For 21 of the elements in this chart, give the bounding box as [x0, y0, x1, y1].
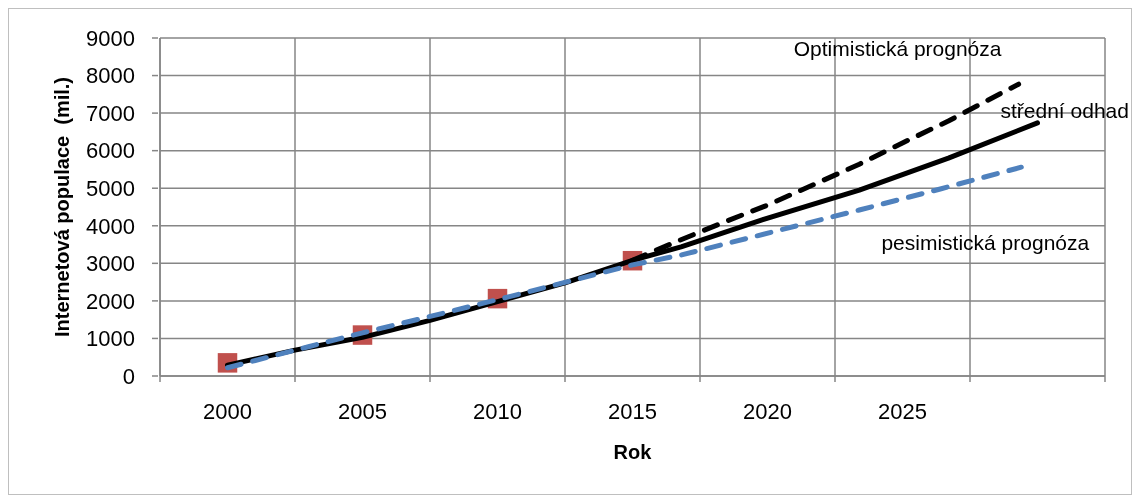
x-axis-title: Rok	[613, 441, 653, 463]
x-tick-label: 2020	[743, 398, 792, 424]
series-label: střední odhad	[1000, 98, 1129, 122]
y-tick-label: 4000	[86, 213, 135, 239]
series-label: Optimistická prognóza	[793, 36, 1002, 60]
y-tick-label: 7000	[86, 100, 135, 126]
y-tick-label: 5000	[86, 176, 135, 202]
y-tick-label: 9000	[86, 25, 135, 51]
y-tick-label: 2000	[86, 288, 135, 314]
y-tick-label: 3000	[86, 251, 135, 277]
y-tick-label: 8000	[86, 63, 135, 89]
x-tick-label: 2025	[878, 398, 927, 424]
y-tick-label: 6000	[86, 138, 135, 164]
y-tick-label: 1000	[86, 326, 135, 352]
x-tick-label: 2015	[608, 398, 657, 424]
x-tick-label: 2010	[473, 398, 522, 424]
y-tick-label: 0	[122, 363, 135, 389]
x-tick-label: 2000	[203, 398, 252, 424]
x-tick-label: 2005	[338, 398, 387, 424]
series-label: pesimistická prognóza	[881, 230, 1090, 254]
y-axis-title: Internetová populace (mil.)	[51, 76, 73, 338]
